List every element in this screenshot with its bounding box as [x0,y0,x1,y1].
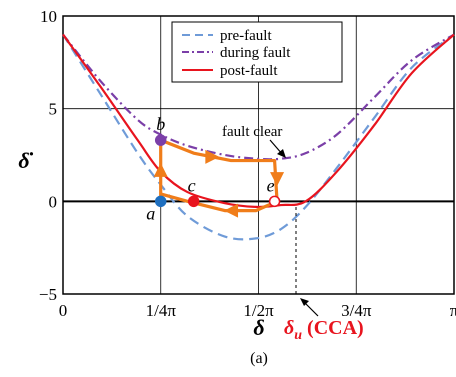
legend: pre-fault during fault post-fault [171,21,343,83]
x-tick-label: 0 [59,301,68,320]
x-tick-label: π [450,301,456,320]
point-label-a: a [146,203,155,223]
series-layer [62,33,455,241]
grid-lines [62,15,455,295]
y-tick-label: 5 [49,100,58,119]
legend-label-post-fault: post-fault [220,63,278,79]
x-tick-label: 1/2π [243,301,274,320]
point-label-b: b [156,114,165,134]
point-a [154,195,167,208]
trajectory-arrowhead [270,172,285,187]
point-c [187,195,200,208]
delta-u-label: δu (CCA) [284,317,364,343]
series-line-post-fault [62,33,455,209]
points-layer: a b c e [146,114,281,223]
trajectory-arrowhead [224,203,239,218]
y-tick-label: 10 [40,7,57,26]
point-b [154,134,167,146]
x-tick-label: 1/4π [146,301,177,320]
figure-caption: (a) [250,350,268,367]
legend-label-pre-fault: pre-fault [220,28,272,44]
series-line-pre-fault [62,33,455,241]
fault-clear-arrowhead [277,149,286,158]
x-axis-label: δ [253,315,264,340]
trajectory-arrowhead [205,149,220,164]
fault-clear-label: fault clear [222,124,282,140]
point-label-e: e [267,175,275,195]
y-tick-label: −5 [39,285,57,304]
legend-label-during-fault: during fault [220,45,291,61]
trajectory-arrowhead [153,162,168,177]
point-label-c: c [188,175,196,195]
y-tick-label: 0 [49,192,58,211]
delta-u-arrowhead [300,298,309,306]
y-axis-label: δ̇ [18,148,33,173]
point-e [268,195,281,208]
x-tick-label: 3/4π [341,301,372,320]
